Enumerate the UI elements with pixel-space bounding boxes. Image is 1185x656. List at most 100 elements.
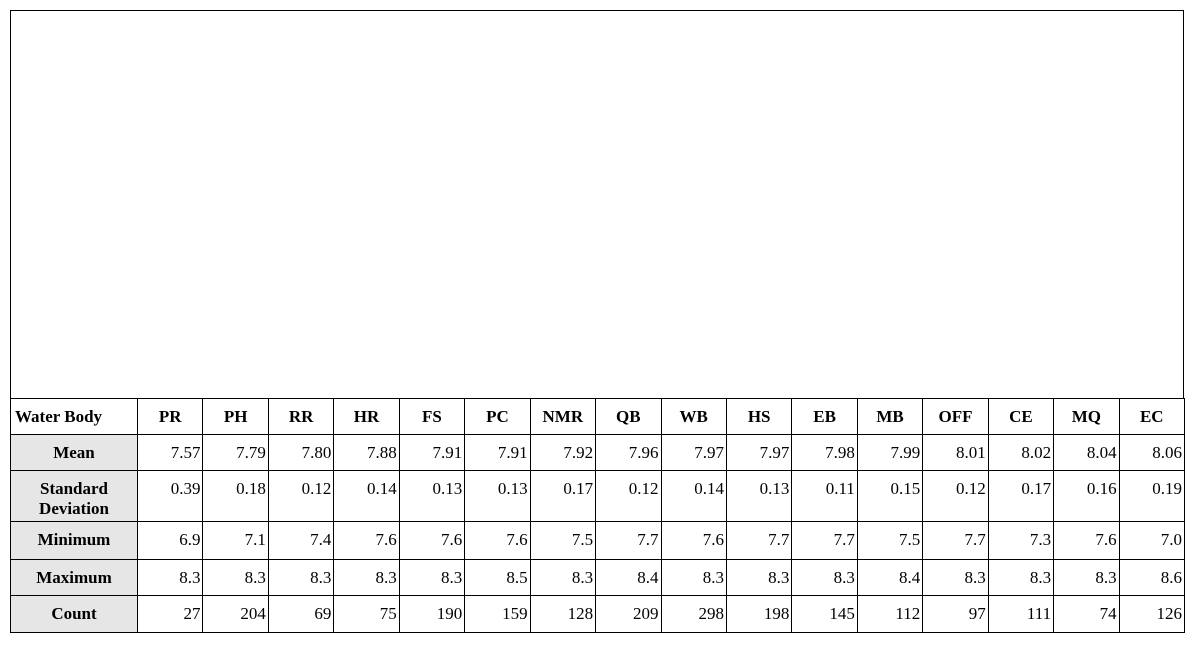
column-header: CE: [987, 398, 1055, 435]
cell: 7.3: [987, 521, 1055, 560]
cell: 0.13: [398, 470, 466, 522]
column-header: PH: [202, 398, 269, 435]
cell: 7.6: [464, 521, 531, 560]
cell: 8.3: [1053, 559, 1120, 596]
cell: 7.98: [791, 434, 858, 471]
cell: 27: [136, 595, 204, 633]
cell: 8.3: [529, 559, 597, 596]
cell: 7.79: [202, 434, 269, 471]
cell: 8.4: [595, 559, 662, 596]
cell: 8.04: [1053, 434, 1120, 471]
chart-area: [10, 10, 1184, 398]
column-header: PR: [136, 398, 204, 435]
stats-table: Water Body PR PH RR HR FS PC NMR QB WB HS EB MB OFF CE…: [10, 398, 1185, 633]
cell: 198: [725, 595, 793, 633]
cell: 8.3: [136, 559, 204, 596]
row-label: Minimum: [10, 521, 138, 560]
cell: 97: [922, 595, 989, 633]
cell: 145: [791, 595, 858, 633]
column-header: FS: [398, 398, 466, 435]
cell: 8.3: [791, 559, 858, 596]
cell: 7.99: [856, 434, 924, 471]
table-row: Count 27 204 69 75 190 159 128 209 298 198 145 112 97…: [10, 595, 1185, 633]
table-row: Minimum 6.9 7.1 7.4 7.6 7.6 7.6 7.5 7.7 7.6 7.7 7.7…: [10, 521, 1185, 560]
column-header: MQ: [1053, 398, 1120, 435]
cell: 298: [660, 595, 727, 633]
cell: 7.7: [595, 521, 662, 560]
cell: 0.14: [333, 470, 400, 522]
column-header: HS: [725, 398, 793, 435]
cell: 7.1: [202, 521, 269, 560]
cell: 0.17: [987, 470, 1055, 522]
cell: 8.5: [464, 559, 531, 596]
cell: 0.18: [202, 470, 269, 522]
cell: 8.06: [1118, 434, 1185, 471]
cell: 128: [529, 595, 597, 633]
column-header: WB: [660, 398, 727, 435]
cell: 190: [398, 595, 466, 633]
cell: 0.17: [529, 470, 597, 522]
cell: 0.14: [660, 470, 727, 522]
cell: 159: [464, 595, 531, 633]
column-header: EB: [791, 398, 858, 435]
row-label: Standard Deviation: [10, 470, 138, 522]
cell: 7.5: [529, 521, 597, 560]
cell: 7.7: [791, 521, 858, 560]
cell: 75: [333, 595, 400, 633]
cell: 7.97: [725, 434, 793, 471]
cell: 7.6: [398, 521, 466, 560]
cell: 204: [202, 595, 269, 633]
column-header: HR: [333, 398, 400, 435]
table-row: Standard Deviation 0.39 0.18 0.12 0.14 0.13 0.…: [10, 470, 1185, 522]
cell: 8.3: [398, 559, 466, 596]
table-row: Maximum 8.3 8.3 8.3 8.3 8.3 8.5 8.3 8.4 8.3 8.3 8.3…: [10, 559, 1185, 596]
column-header: RR: [267, 398, 335, 435]
cell: 7.5: [856, 521, 924, 560]
cell: 0.11: [791, 470, 858, 522]
cell: 112: [856, 595, 924, 633]
cell: 209: [595, 595, 662, 633]
cell: 0.16: [1053, 470, 1120, 522]
column-header: NMR: [529, 398, 597, 435]
table-row: Mean 7.57 7.79 7.80 7.88 7.91 7.91 7.92 7.96 7.97…: [10, 434, 1185, 471]
cell: 7.97: [660, 434, 727, 471]
cell: 8.02: [987, 434, 1055, 471]
cell: 7.80: [267, 434, 335, 471]
cell: 8.3: [725, 559, 793, 596]
cell: 69: [267, 595, 335, 633]
cell: 8.01: [922, 434, 989, 471]
cell: 0.13: [725, 470, 793, 522]
column-header: OFF: [922, 398, 989, 435]
cell: 7.96: [595, 434, 662, 471]
cell: 7.6: [660, 521, 727, 560]
header-cell: Water Body: [10, 398, 138, 435]
cell: 7.57: [136, 434, 204, 471]
cell: 111: [987, 595, 1055, 633]
cell: 0.12: [595, 470, 662, 522]
cell: 8.3: [987, 559, 1055, 596]
cell: 8.3: [333, 559, 400, 596]
cell: 7.6: [333, 521, 400, 560]
cell: 6.9: [136, 521, 204, 560]
cell: 74: [1053, 595, 1120, 633]
row-label: Count: [10, 595, 138, 633]
cell: 0.15: [856, 470, 924, 522]
cell: 0.19: [1118, 470, 1185, 522]
cell: 7.6: [1053, 521, 1120, 560]
column-header: QB: [595, 398, 662, 435]
cell: 8.3: [202, 559, 269, 596]
cell: 0.12: [267, 470, 335, 522]
column-header: PC: [464, 398, 531, 435]
cell: 0.13: [464, 470, 531, 522]
cell: 7.91: [398, 434, 466, 471]
cell: 7.88: [333, 434, 400, 471]
cell: 8.6: [1118, 559, 1185, 596]
cell: 7.7: [922, 521, 989, 560]
row-label: Mean: [10, 434, 138, 471]
row-label: Maximum: [10, 559, 138, 596]
column-header: MB: [856, 398, 924, 435]
cell: 7.92: [529, 434, 597, 471]
cell: 7.91: [464, 434, 531, 471]
cell: 7.4: [267, 521, 335, 560]
